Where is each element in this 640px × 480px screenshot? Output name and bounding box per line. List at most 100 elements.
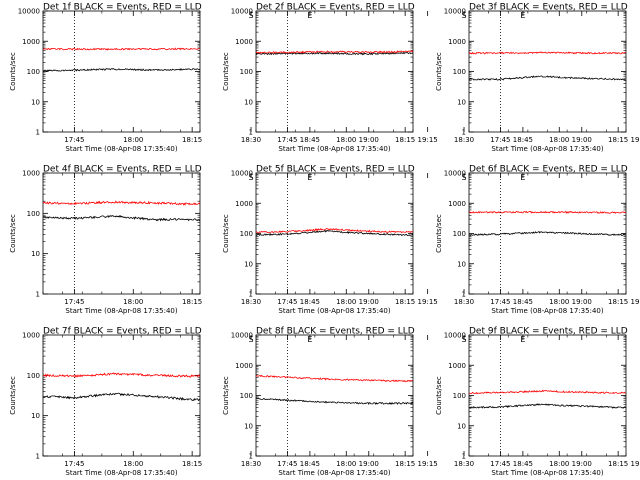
y-tick-label: 1 xyxy=(249,453,253,461)
y-tick-label: 10000 xyxy=(444,8,466,16)
event-marker-label: S xyxy=(248,173,253,182)
plot-area xyxy=(469,51,626,81)
y-tick-label: 100 xyxy=(453,230,466,238)
lld-trace xyxy=(256,227,413,234)
plot-area xyxy=(43,372,200,402)
events-trace xyxy=(256,229,413,237)
x-tick-label: 18:00 xyxy=(549,298,569,306)
plot-frame xyxy=(255,172,414,295)
plot-frame xyxy=(42,334,201,457)
x-tick-label: 19:15 xyxy=(418,136,438,144)
x-tick-label: 18:15 xyxy=(182,460,202,468)
y-tick-label: 10 xyxy=(31,98,40,106)
y-tick-label: 100 xyxy=(240,230,253,238)
events-trace xyxy=(469,75,626,81)
plot-frame xyxy=(468,10,627,133)
lld-trace xyxy=(43,47,200,51)
y-tick-label: 1 xyxy=(462,291,466,299)
x-tick-label: 18:30 xyxy=(454,136,474,144)
x-tick-label: 18:45 xyxy=(513,298,533,306)
chart-title: Det 6f BLACK = Events, RED = LLD xyxy=(469,165,628,175)
x-tick-label: 17:45 xyxy=(490,460,510,468)
y-tick-label: 100 xyxy=(27,372,40,380)
y-tick-label: 10 xyxy=(31,250,40,258)
y-tick-label: 10000 xyxy=(444,332,466,340)
y-tick-label: 10 xyxy=(457,98,466,106)
x-tick-label: 18:30 xyxy=(241,298,261,306)
chart-panel: Det 6f BLACK = Events, RED = LLD 1 10 100 10… xyxy=(435,165,628,316)
y-tick-label: 10 xyxy=(244,422,253,430)
lld-trace xyxy=(256,374,413,383)
chart-title: Det 7f BLACK = Events, RED = LLD xyxy=(43,327,202,337)
events-trace xyxy=(43,67,200,73)
events-trace xyxy=(256,51,413,56)
x-tick-label: 19:00 xyxy=(359,136,379,144)
event-marker-label: E xyxy=(520,335,525,344)
events-trace xyxy=(469,230,626,237)
x-tick-label: 18:15 xyxy=(395,298,415,306)
y-tick-label: 1000 xyxy=(235,38,253,46)
plot-area xyxy=(256,374,413,406)
events-trace xyxy=(43,215,200,222)
y-tick-label: 10000 xyxy=(231,170,253,178)
plot-frame xyxy=(255,334,414,457)
x-tick-label: 18:00 xyxy=(336,460,356,468)
y-tick-label: 1000 xyxy=(22,170,40,178)
y-axis-label: Counts/sec xyxy=(435,376,443,415)
y-tick-label: 10 xyxy=(31,412,40,420)
x-tick-label: 19:15 xyxy=(631,298,640,306)
event-marker-label: S xyxy=(248,335,253,344)
chart-panel: Det 4f BLACK = Events, RED = LLD 1 10 100 10… xyxy=(9,165,438,316)
event-marker-label: E xyxy=(520,11,525,20)
x-tick-label: 17:45 xyxy=(490,298,510,306)
x-tick-label: 19:15 xyxy=(631,460,640,468)
x-axis-label: Start Time (08-Apr-08 17:35:40) xyxy=(278,145,390,153)
chart-panel: Det 3f BLACK = Events, RED = LLD 1 10 100 10… xyxy=(435,3,628,154)
y-axis-label: Counts/sec xyxy=(435,52,443,91)
y-tick-label: 100 xyxy=(240,392,253,400)
y-axis-label: Counts/sec xyxy=(9,214,17,253)
plot-frame xyxy=(468,334,627,457)
x-tick-label: 18:15 xyxy=(608,460,628,468)
event-marker-label: E xyxy=(307,173,312,182)
x-tick-label: 18:15 xyxy=(395,460,415,468)
y-tick-label: 1000 xyxy=(448,200,466,208)
event-marker-label: S xyxy=(461,11,466,20)
x-axis-label: Start Time (08-Apr-08 17:35:40) xyxy=(65,469,177,477)
events-trace xyxy=(256,397,413,406)
chart-panel: Det 5f BLACK = Events, RED = LLD 1 10 100 10… xyxy=(222,165,640,316)
x-tick-label: 18:45 xyxy=(513,136,533,144)
x-tick-label: 18:30 xyxy=(241,136,261,144)
x-tick-label: 18:15 xyxy=(395,136,415,144)
event-marker-label: E xyxy=(307,11,312,20)
lld-trace xyxy=(43,200,200,206)
x-axis-label: Start Time (08-Apr-08 17:35:40) xyxy=(65,145,177,153)
lld-trace xyxy=(469,210,626,214)
events-trace xyxy=(43,392,200,402)
y-tick-label: 1 xyxy=(36,453,40,461)
y-tick-label: 10 xyxy=(244,260,253,268)
x-tick-label: 17:45 xyxy=(277,298,297,306)
y-tick-label: 1 xyxy=(462,453,466,461)
x-tick-label: 19:15 xyxy=(631,136,640,144)
y-tick-label: 1 xyxy=(36,291,40,299)
x-tick-label: 18:00 xyxy=(123,460,143,468)
y-axis-label: Counts/sec xyxy=(9,52,17,91)
x-tick-label: 17:45 xyxy=(64,298,84,306)
events-trace xyxy=(469,403,626,409)
plot-area xyxy=(43,47,200,73)
x-tick-label: 17:45 xyxy=(490,136,510,144)
y-tick-label: 1000 xyxy=(448,38,466,46)
event-marker-label: S xyxy=(461,173,466,182)
y-tick-label: 10 xyxy=(457,422,466,430)
y-axis-label: Counts/sec xyxy=(435,214,443,253)
x-tick-label: 19:00 xyxy=(572,460,592,468)
plot-frame xyxy=(42,172,201,295)
x-axis-label: Start Time (08-Apr-08 17:35:40) xyxy=(491,307,603,315)
y-tick-label: 1000 xyxy=(22,332,40,340)
lld-trace xyxy=(43,372,200,379)
x-tick-label: 17:45 xyxy=(64,136,84,144)
y-tick-label: 1000 xyxy=(235,362,253,370)
x-tick-label: 18:15 xyxy=(608,298,628,306)
y-tick-label: 10000 xyxy=(444,170,466,178)
